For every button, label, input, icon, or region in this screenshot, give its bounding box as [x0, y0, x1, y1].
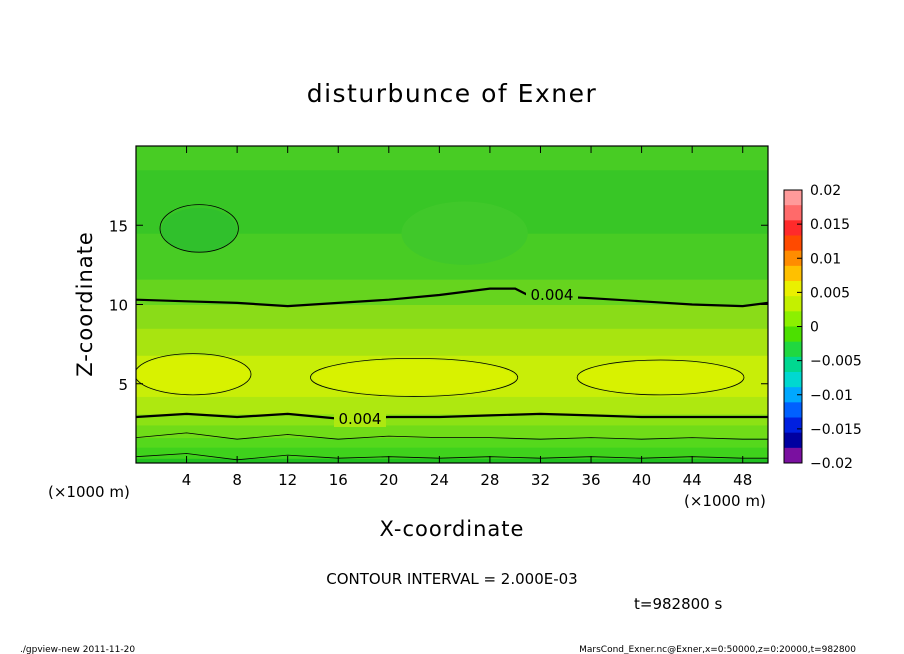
contour-loop [310, 357, 519, 397]
contour-label-upper: 0.004 [531, 286, 574, 304]
contour-band [136, 458, 768, 463]
colorbar-swatch [784, 296, 802, 312]
colorbar-swatch [784, 356, 802, 373]
contour-line [136, 432, 768, 440]
colorbar-tick-label: 0.02 [810, 183, 841, 199]
colorbar-swatch [784, 402, 802, 418]
contour-band [136, 413, 768, 426]
contour-region [136, 355, 250, 394]
colorbar-swatch [784, 417, 802, 434]
colorbar-swatch [784, 387, 802, 403]
colorbar-swatch [784, 326, 802, 343]
colorbar-tick-label: −0.01 [810, 388, 853, 404]
x-tick-label: 28 [480, 471, 499, 489]
contour-line [136, 453, 768, 461]
time-stamp: t=982800 s [634, 595, 722, 613]
colorbar-tick-label: 0.015 [810, 217, 850, 233]
x-tick-label: 44 [683, 471, 702, 489]
y-axis: 5 10 15 [109, 217, 768, 394]
colorbar: 0.02 0.015 0.01 0.005 0 −0.005 −0.01 −0.015 −0.0… [783, 183, 862, 472]
x-tick-label: 4 [182, 471, 192, 489]
colorbar-swatch [784, 311, 802, 327]
footer-right: MarsCond_Exner.nc@Exner,x=0:50000,z=0:20… [579, 645, 856, 654]
colorbar-tick-label: −0.015 [810, 422, 862, 438]
colorbar-swatch [784, 281, 802, 297]
footer-left: ./gpview-new 2011-11-20 [20, 645, 135, 654]
contour-region [578, 361, 743, 394]
contour-region [401, 201, 528, 265]
colorbar-swatch [784, 432, 802, 449]
colorbar-swatch [784, 190, 802, 206]
colorbar-swatch [784, 235, 802, 252]
plot-area [135, 145, 769, 464]
contour-band [136, 424, 768, 439]
colorbar-swatch [784, 205, 802, 221]
contour-lines [136, 204, 768, 461]
contour-line [136, 412, 768, 420]
y-tick-label: 10 [109, 297, 128, 315]
colorbar-swatch [784, 220, 802, 236]
contour-label-lower: 0.004 [339, 410, 382, 428]
contour-band [136, 437, 768, 448]
colorbar-tick-label: −0.02 [810, 456, 853, 472]
contour-region [312, 359, 516, 395]
colorbar-swatch [784, 265, 802, 282]
x-tick-label: 12 [278, 471, 297, 489]
contour-band [136, 447, 768, 459]
x-axis: 4 8 12 16 20 24 28 32 36 40 44 48 [182, 146, 752, 489]
contour-band [136, 146, 768, 171]
x-unit-right: (×1000 m) [684, 492, 766, 510]
x-tick-label: 8 [232, 471, 242, 489]
y-axis-label: Z-coordinate [73, 231, 97, 377]
x-tick-label: 40 [632, 471, 651, 489]
colorbar-tick-label: −0.005 [810, 354, 862, 370]
colorbar-swatch [784, 372, 802, 388]
contour-loop [136, 353, 252, 396]
contour-label-bg [334, 409, 386, 427]
x-tick-label: 36 [581, 471, 600, 489]
contour-loop [576, 359, 745, 396]
contour-label-bg [526, 285, 578, 303]
x-tick-label: 48 [733, 471, 752, 489]
contour-band [136, 396, 768, 415]
x-tick-label: 24 [430, 471, 449, 489]
colorbar-tick-label: 0.01 [810, 251, 841, 267]
contour-interval: CONTOUR INTERVAL = 2.000E-03 [326, 570, 577, 588]
x-tick-label: 16 [329, 471, 348, 489]
contour-line [136, 287, 768, 308]
colorbar-tick-label: 0 [810, 320, 819, 336]
x-axis-label: X-coordinate [380, 517, 525, 541]
contour-region [161, 207, 238, 253]
x-tick-label: 32 [531, 471, 550, 489]
contour-band [136, 304, 768, 329]
colorbar-swatch [784, 447, 802, 464]
x-unit-left: (×1000 m) [48, 483, 130, 501]
x-tick-label: 20 [379, 471, 398, 489]
contour-band [136, 279, 768, 305]
contour-band [136, 328, 768, 356]
contour-loop [159, 204, 239, 253]
contour-fill [136, 146, 768, 463]
chart-title: disturbunce of Exner [307, 79, 598, 108]
y-tick-label: 15 [109, 217, 128, 235]
colorbar-swatch [784, 341, 802, 358]
y-tick-label: 5 [118, 376, 128, 394]
colorbar-swatch [784, 250, 802, 267]
colorbar-tick-label: 0.005 [810, 285, 850, 301]
